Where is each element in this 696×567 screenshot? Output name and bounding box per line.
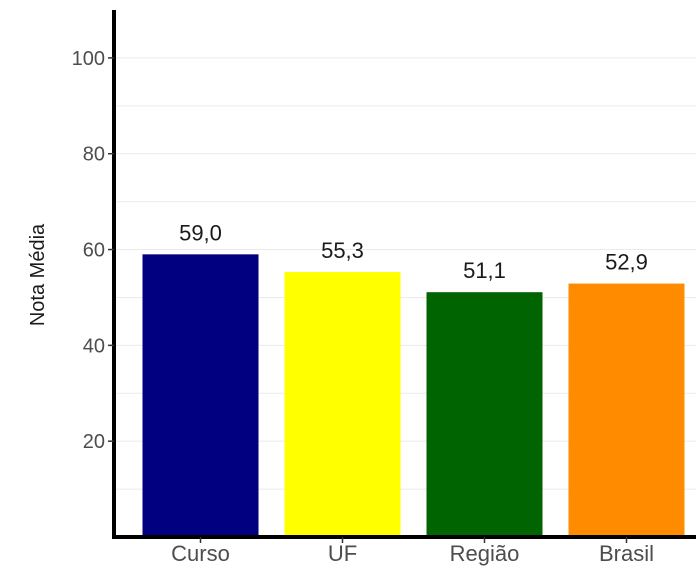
- value-label: 51,1: [463, 258, 506, 283]
- bar-uf: [284, 272, 401, 537]
- value-labels: 59,0 55,3 51,1 52,9: [179, 220, 648, 283]
- bar-curso: [142, 254, 259, 537]
- value-label: 59,0: [179, 220, 222, 245]
- bar-brasil: [568, 283, 685, 537]
- x-tick-label: UF: [328, 541, 357, 566]
- y-tick-label: 20: [83, 431, 105, 453]
- y-axis: 20 40 60 80 100: [72, 10, 116, 539]
- x-tick-label: Região: [450, 541, 520, 566]
- y-tick-label: 80: [83, 144, 105, 166]
- x-axis: Curso UF Região Brasil: [112, 535, 696, 566]
- x-tick-label: Curso: [171, 541, 230, 566]
- y-tick-label: 100: [72, 48, 105, 70]
- bar-região: [426, 292, 543, 537]
- bars: [142, 254, 685, 537]
- value-label: 55,3: [321, 238, 364, 263]
- x-tick-label: Brasil: [599, 541, 654, 566]
- value-label: 52,9: [605, 250, 648, 275]
- y-tick-label: 40: [83, 335, 105, 357]
- y-axis-title: Nota Média: [27, 223, 49, 326]
- y-tick-label: 60: [83, 240, 105, 262]
